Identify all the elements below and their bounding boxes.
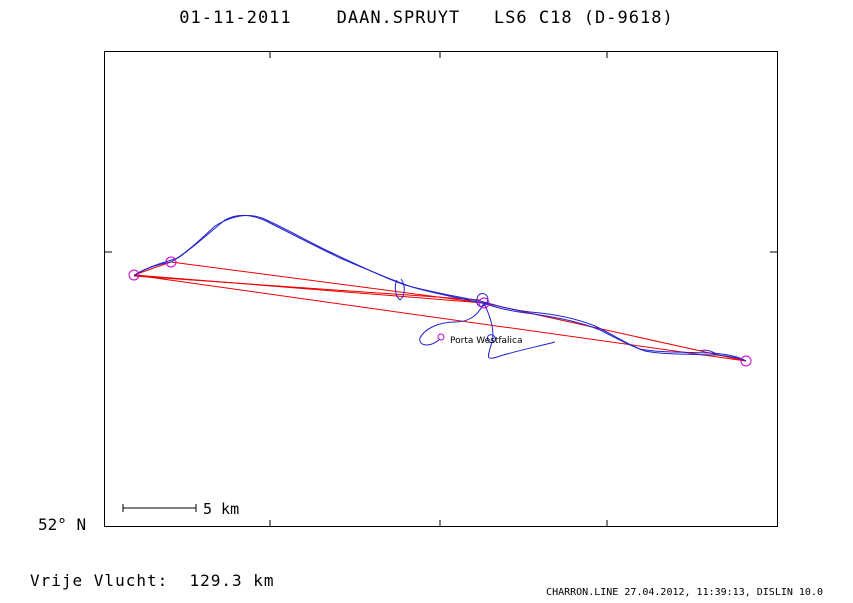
pilot-name: DAAN.SPRUYT [336,8,461,28]
scale-bar [122,504,197,512]
scale-bar-label: 5 km [203,500,240,518]
turnpoint-circle-icon [478,297,490,309]
turnpoint-circle-icon [740,355,752,367]
distance-label: Vrije Vlucht: [30,571,169,590]
distance-value: 129.3 km [189,571,275,590]
axis-ticks [104,51,778,527]
glider-name: LS6 C18 (D-9618) [493,8,674,28]
airfield-marker-icon [437,333,445,341]
latitude-label: 52° N [38,515,87,534]
task-lines [133,261,747,362]
free-flight-distance: Vrije Vlucht: 129.3 km [30,571,275,590]
map-title: 01-11-2011 DAAN.SPRUYT LS6 C18 (D-9618) [0,8,853,28]
turnpoints [128,256,752,367]
place-label: Porta Westfalica [450,336,523,346]
turnpoint-circle-icon [128,269,140,281]
flight-date: 01-11-2011 [179,8,292,28]
map-frame [104,51,778,527]
plot-footer: CHARRON.LINE 27.04.2012, 11:39:13, DISLI… [546,587,823,598]
turnpoint-circle-icon [165,256,177,268]
flight-track [133,214,747,362]
